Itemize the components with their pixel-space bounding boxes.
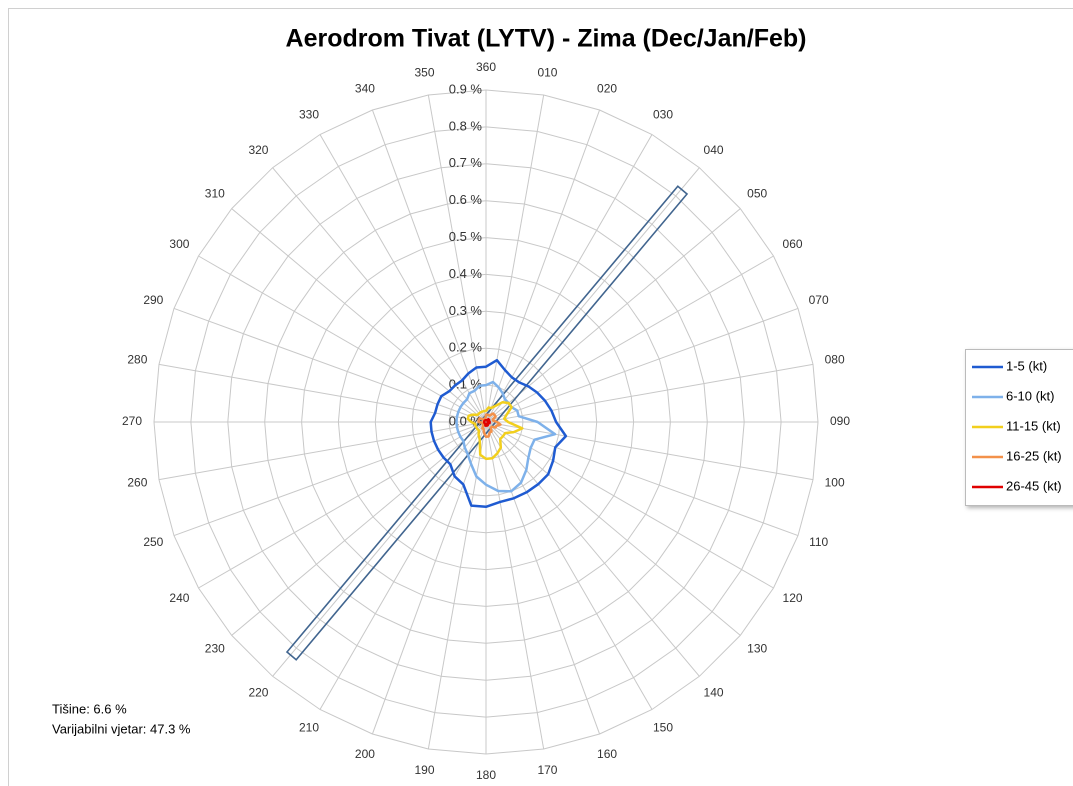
category-label: 300	[169, 237, 189, 251]
category-label: 160	[597, 747, 617, 761]
legend-label: 16-25 (kt)	[1006, 448, 1062, 463]
series-line	[429, 358, 568, 509]
category-label: 240	[169, 591, 189, 605]
category-label: 060	[783, 237, 803, 251]
chart-frame	[8, 8, 1073, 786]
spoke	[485, 421, 601, 735]
series-line	[466, 400, 524, 461]
spoke	[485, 421, 700, 677]
category-label: 360	[476, 60, 496, 74]
spoke	[485, 134, 653, 423]
category-label: 110	[809, 535, 828, 549]
grid-ring	[153, 89, 819, 755]
spoke	[231, 208, 487, 423]
category-label: 150	[653, 721, 673, 735]
category-label: 100	[825, 476, 845, 490]
spoke	[485, 421, 741, 636]
category-label: 030	[653, 108, 673, 122]
series-line	[477, 412, 502, 439]
spoke	[485, 421, 774, 589]
category-label: 270	[122, 414, 142, 428]
spoke	[272, 421, 487, 677]
y-tick-label: 0.4 %	[449, 266, 483, 281]
y-tick-label: 0.8 %	[449, 118, 483, 133]
y-tick-label: 0.6 %	[449, 192, 483, 207]
spoke	[371, 421, 487, 735]
spoke	[371, 109, 487, 423]
annotation: Varijabilni vjetar: 47.3 %	[52, 721, 191, 736]
spoke	[485, 167, 700, 423]
category-label: 180	[476, 768, 496, 782]
category-label: 040	[704, 143, 724, 157]
category-label: 310	[205, 187, 225, 201]
category-label: 280	[127, 353, 147, 367]
spoke	[173, 307, 487, 423]
series-line	[482, 417, 491, 427]
category-label: 350	[415, 66, 435, 80]
legend-label: 1-5 (kt)	[1006, 358, 1047, 373]
category-label: 290	[143, 293, 163, 307]
spoke	[485, 208, 741, 423]
category-label: 020	[597, 82, 617, 96]
category-label: 210	[299, 721, 319, 735]
spoke	[198, 255, 487, 423]
grid-ring	[337, 273, 635, 571]
category-label: 090	[830, 414, 850, 428]
spoke	[319, 421, 487, 710]
spoke	[485, 94, 545, 423]
category-label: 200	[355, 747, 375, 761]
spoke	[272, 167, 487, 423]
category-label: 170	[537, 763, 557, 777]
spoke	[485, 421, 653, 710]
spoke	[485, 421, 545, 750]
category-label: 070	[809, 293, 829, 307]
spoke	[485, 255, 774, 423]
category-label: 330	[299, 108, 319, 122]
category-label: 050	[747, 187, 767, 201]
y-tick-label: 0.5 %	[449, 229, 483, 244]
spoke	[319, 134, 487, 423]
category-label: 220	[248, 685, 268, 699]
category-label: 190	[415, 763, 435, 777]
y-tick-label: 0.1 %	[449, 377, 483, 392]
grid-ring	[301, 237, 671, 607]
grid-ring	[264, 200, 708, 644]
spoke	[231, 421, 487, 636]
spoke	[485, 421, 799, 537]
category-label: 250	[143, 535, 163, 549]
category-label: 260	[127, 476, 147, 490]
category-label: 080	[825, 353, 845, 367]
y-tick-label: 0.2 %	[449, 340, 483, 355]
y-tick-label: 0.7 %	[449, 155, 483, 170]
grid-ring	[190, 126, 782, 718]
legend	[965, 349, 1073, 506]
chart-title: Aerodrom Tivat (LYTV) - Zima (Dec/Jan/Fe…	[286, 25, 807, 53]
category-label: 230	[205, 642, 225, 656]
annotation: Tišine: 6.6 %	[52, 701, 127, 716]
grid-ring	[227, 163, 745, 681]
legend-label: 6-10 (kt)	[1006, 388, 1054, 403]
category-label: 320	[248, 143, 268, 157]
y-tick-label: 0.9 %	[449, 81, 483, 96]
y-tick-label: 0.3 %	[449, 303, 483, 318]
legend-label: 26-45 (kt)	[1006, 478, 1062, 493]
spoke	[485, 307, 799, 423]
category-label: 120	[783, 591, 803, 605]
legend-label: 11-15 (kt)	[1006, 418, 1061, 433]
grid-ring	[374, 310, 598, 534]
spoke	[485, 421, 814, 481]
category-label: 010	[537, 66, 557, 80]
category-label: 140	[704, 685, 724, 699]
spoke	[485, 363, 814, 423]
category-label: 130	[747, 642, 767, 656]
category-label: 340	[355, 82, 375, 96]
grid-ring	[411, 347, 561, 497]
spoke	[158, 363, 487, 423]
